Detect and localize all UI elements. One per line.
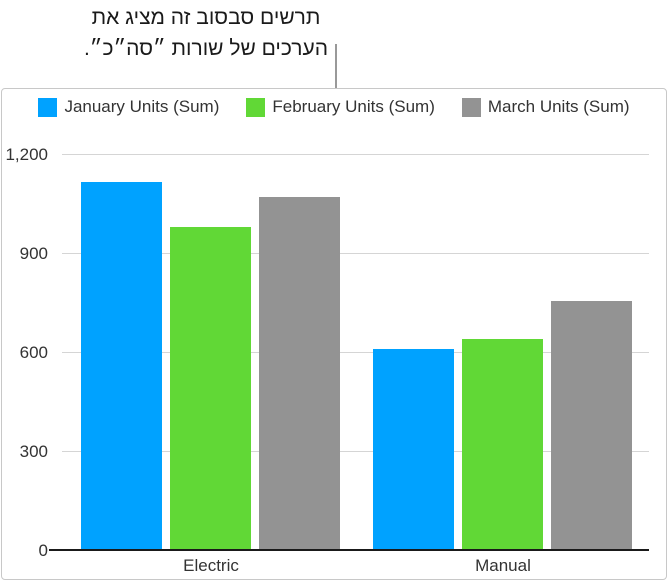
x-category-label-manual: Manual: [475, 556, 531, 575]
bar-electric-1[interactable]: [81, 182, 162, 550]
gridline-900: [62, 253, 649, 254]
gridline-600: [62, 352, 649, 353]
y-tick-label-900: 900: [19, 244, 48, 263]
bar-electric-2[interactable]: [170, 227, 251, 550]
pivot-chart-frame: January Units (Sum) February Units (Sum) M…: [1, 88, 667, 580]
gridline-300: [62, 451, 649, 452]
y-tick-label-0: 0: [38, 541, 48, 560]
legend-label: March Units (Sum): [487, 97, 630, 116]
chart-legend: January Units (Sum) February Units (Sum) M…: [2, 97, 666, 117]
y-tick-label-1,200: 1,200: [5, 145, 48, 164]
bar-manual-1[interactable]: [373, 349, 454, 550]
legend-swatch-icon: [246, 97, 266, 117]
bar-electric-3[interactable]: [259, 197, 340, 550]
caption: תרשים סבסוב זה מציג את הערכים של שורות ״…: [0, 2, 412, 64]
legend-item-3[interactable]: March Units (Sum): [461, 97, 630, 117]
bar-manual-3[interactable]: [551, 301, 632, 550]
caption-line-2: הערכים של שורות ״סה״כ״.: [83, 37, 329, 60]
caption-line-1: תרשים סבסוב זה מציג את: [91, 6, 321, 29]
x-category-label-electric: Electric: [183, 556, 239, 575]
plot-area: 0 300 600 900 1,200 Electric Manual: [2, 89, 666, 579]
legend-swatch-icon: [38, 97, 58, 117]
legend-label: January Units (Sum): [64, 97, 220, 116]
bar-manual-2[interactable]: [462, 339, 543, 550]
legend-label: February Units (Sum): [272, 97, 435, 116]
y-tick-label-600: 600: [19, 343, 48, 362]
legend-item-1[interactable]: January Units (Sum): [38, 97, 219, 117]
callout-line: [335, 44, 337, 88]
legend-item-2[interactable]: February Units (Sum): [246, 97, 435, 117]
x-axis-line: [49, 549, 649, 551]
y-tick-label-300: 300: [19, 442, 48, 461]
gridline-1,200: [62, 154, 649, 155]
legend-swatch-icon: [461, 97, 481, 117]
